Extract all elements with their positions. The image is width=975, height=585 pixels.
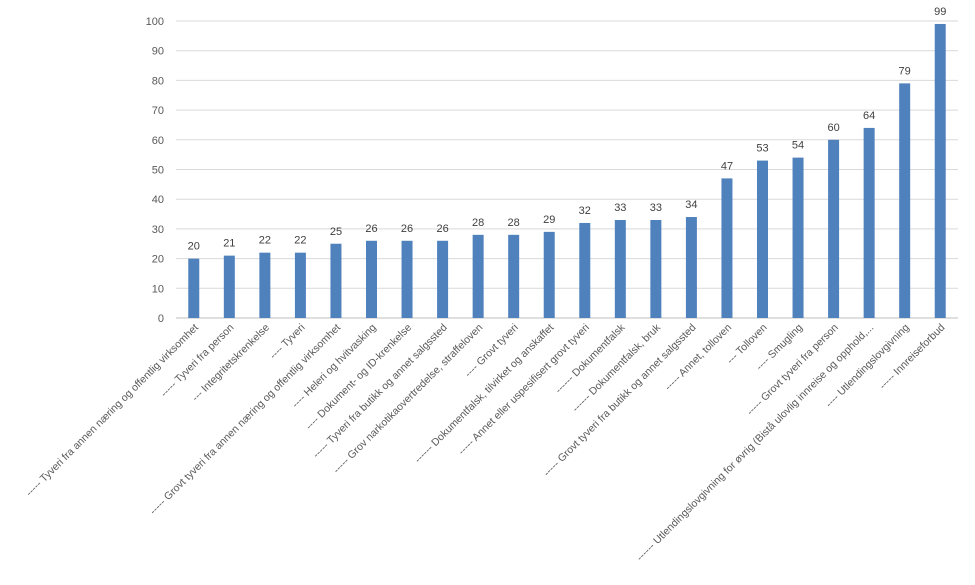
gridlines [176,20,958,289]
data-label: 53 [756,143,768,155]
bar [899,83,911,319]
data-label: 28 [508,217,520,229]
data-label: 25 [330,226,342,238]
data-label: 21 [223,238,235,250]
bar [223,255,235,318]
bars [188,23,946,319]
data-label: 28 [472,217,484,229]
bar [614,219,626,318]
category-label: ----- Annet, tolloven [662,322,734,394]
y-tick-label: 30 [152,224,164,236]
data-label: 22 [294,235,306,247]
y-tick-label: 20 [152,254,164,266]
category-labels: ----- Tyveri fra annen næring og offentl… [23,321,947,564]
data-label: 54 [792,140,804,152]
y-tick-label: 40 [152,194,164,206]
data-label: 20 [188,241,200,253]
y-tick-label: 100 [146,16,164,28]
bar [579,222,591,318]
category-label: ----- Tyveri fra annen næring og offentl… [23,322,200,499]
data-label: 60 [827,122,839,134]
bar [188,258,200,318]
data-label: 29 [543,214,555,226]
y-tick-label: 80 [152,75,164,87]
bar [259,252,271,318]
bar [401,240,413,318]
data-label: 26 [401,223,413,235]
y-axis-ticks: 0 10 20 30 40 50 60 70 80 90 100 [146,16,164,325]
bar [934,23,946,318]
y-tick-label: 60 [152,135,164,147]
bar [650,219,662,318]
bar [543,231,555,318]
y-tick-label: 70 [152,105,164,117]
data-label: 47 [721,160,733,172]
bar [472,234,484,318]
data-label: 79 [899,65,911,77]
bar [330,243,342,318]
bar [792,157,804,318]
data-label: 33 [614,202,626,214]
data-label: 34 [685,199,697,211]
bar [294,252,306,318]
bar [721,178,733,318]
bar [757,160,768,318]
data-label: 32 [579,205,591,217]
data-label: 26 [365,223,377,235]
bar [828,139,840,318]
bar [685,217,697,318]
bar [863,127,875,318]
data-label: 33 [650,202,662,214]
bar [508,234,520,318]
category-label: ----- Annet eller uspesifisert grovt tyv… [456,322,592,458]
data-label: 64 [863,110,875,122]
y-tick-label: 90 [152,46,164,58]
category-label: ----- Innreiseforbud [877,322,947,392]
data-labels: 20 21 22 22 25 26 26 26 28 28 29 32 33 33 34 47 53 54 60 64… [188,6,947,253]
data-label: 22 [259,235,271,247]
y-tick-label: 0 [158,313,164,325]
y-tick-label: 10 [152,283,164,295]
bar [366,240,377,318]
y-tick-label: 50 [152,165,164,177]
data-label: 99 [934,6,946,18]
bar [437,240,449,318]
data-label: 26 [436,223,448,235]
